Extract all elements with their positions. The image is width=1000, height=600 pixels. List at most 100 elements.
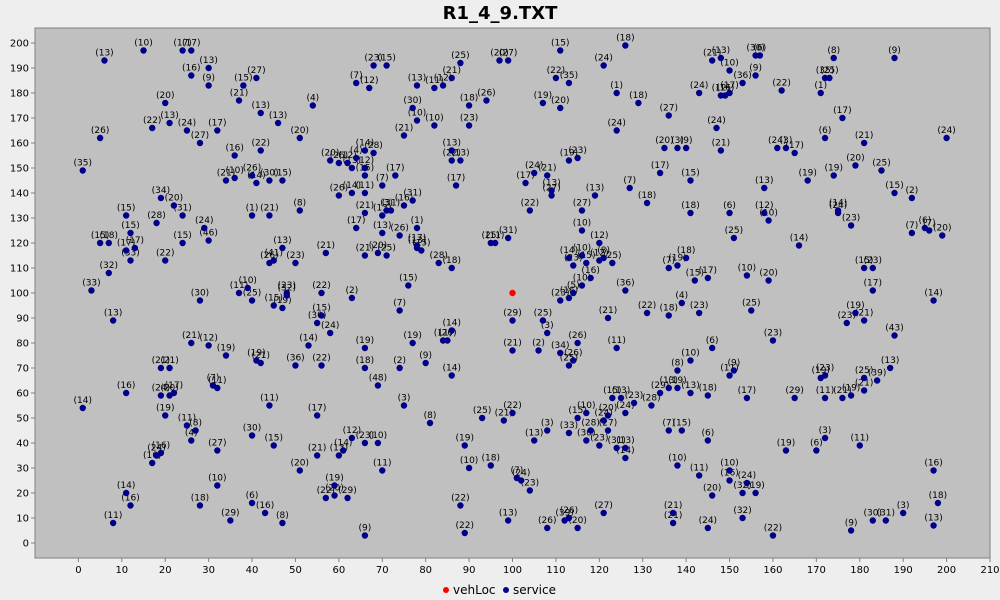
point-label: (29) bbox=[651, 381, 669, 391]
point-label: (30) bbox=[746, 44, 764, 54]
point-service bbox=[478, 414, 486, 422]
point-label: (18) bbox=[460, 94, 478, 104]
point-service bbox=[235, 289, 243, 297]
point-label: (12) bbox=[199, 334, 217, 344]
point-label: (4) bbox=[350, 146, 363, 156]
point-service bbox=[604, 314, 612, 322]
point-label: (12) bbox=[343, 426, 361, 436]
point-label: (25) bbox=[742, 299, 760, 309]
point-service bbox=[926, 227, 933, 234]
point-service bbox=[570, 262, 577, 269]
point-label: (24) bbox=[738, 471, 756, 481]
point-service bbox=[361, 189, 369, 197]
point-label: (18) bbox=[100, 231, 118, 241]
point-service bbox=[934, 499, 942, 507]
point-service bbox=[695, 309, 703, 317]
point-label: (24) bbox=[178, 119, 196, 129]
point-label: (24) bbox=[937, 126, 955, 136]
point-label: (27) bbox=[599, 419, 617, 429]
point-label: (6) bbox=[810, 439, 823, 449]
point-label: (25) bbox=[377, 244, 395, 254]
point-label: (7) bbox=[662, 419, 675, 429]
point-label: (13) bbox=[660, 376, 678, 386]
point-label: (21) bbox=[599, 306, 617, 316]
point-service bbox=[791, 394, 798, 402]
point-service bbox=[361, 532, 369, 539]
point-service bbox=[726, 67, 733, 74]
y-tick-label: 90 bbox=[16, 314, 29, 325]
point-service bbox=[504, 57, 512, 64]
point-label: (26) bbox=[568, 331, 586, 341]
point-service bbox=[448, 157, 455, 164]
point-service bbox=[409, 339, 416, 347]
point-label: (20) bbox=[369, 241, 387, 251]
point-label: (19) bbox=[846, 301, 864, 311]
point-service bbox=[648, 402, 655, 409]
point-label: (22) bbox=[547, 66, 565, 76]
point-service bbox=[127, 257, 134, 264]
point-service bbox=[340, 447, 347, 454]
x-tick-label: 160 bbox=[763, 565, 782, 576]
point-service bbox=[179, 47, 186, 54]
point-service bbox=[743, 479, 751, 487]
point-label: (14) bbox=[442, 364, 460, 374]
point-service bbox=[704, 392, 712, 399]
point-service bbox=[847, 392, 855, 399]
point-service bbox=[379, 467, 386, 474]
point-service bbox=[162, 412, 169, 419]
point-label: (11) bbox=[208, 376, 226, 386]
point-service bbox=[248, 212, 256, 219]
point-label: (2) bbox=[393, 356, 406, 366]
point-service bbox=[383, 252, 390, 259]
point-service bbox=[774, 144, 781, 152]
point-label: (30) bbox=[577, 429, 595, 439]
point-label: (32) bbox=[100, 261, 118, 271]
point-label: (14) bbox=[299, 334, 317, 344]
point-label: (21) bbox=[395, 124, 413, 134]
point-service bbox=[400, 202, 408, 209]
point-label: (19) bbox=[668, 254, 686, 264]
point-service bbox=[817, 89, 824, 97]
point-service bbox=[656, 169, 664, 177]
point-service bbox=[183, 422, 191, 429]
point-label: (12) bbox=[590, 249, 608, 259]
point-label: (1) bbox=[411, 216, 424, 226]
point-service bbox=[188, 339, 195, 347]
point-label: (11) bbox=[486, 231, 504, 241]
point-label: (24) bbox=[195, 216, 213, 226]
point-label: (18) bbox=[616, 34, 634, 44]
point-label: (12) bbox=[360, 76, 378, 86]
point-label: (23) bbox=[521, 479, 539, 489]
point-service bbox=[422, 359, 429, 367]
point-service bbox=[730, 367, 738, 374]
point-service bbox=[326, 329, 334, 337]
point-service bbox=[266, 177, 273, 184]
point-service bbox=[448, 74, 455, 82]
point-service bbox=[344, 159, 351, 167]
point-label: (8) bbox=[189, 419, 202, 429]
point-label: (17) bbox=[173, 39, 191, 49]
x-tick-label: 190 bbox=[894, 565, 913, 576]
point-label: (19) bbox=[842, 384, 860, 394]
point-label: (20) bbox=[933, 224, 951, 234]
point-service bbox=[830, 172, 837, 179]
point-service bbox=[522, 179, 529, 187]
point-label: (29) bbox=[503, 309, 521, 319]
point-service bbox=[765, 277, 772, 284]
point-service bbox=[544, 172, 551, 179]
point-label: (7) bbox=[510, 466, 523, 476]
point-label: (19) bbox=[217, 344, 235, 354]
point-label: (17) bbox=[447, 174, 465, 184]
point-service bbox=[465, 102, 473, 109]
point-label: (22) bbox=[503, 401, 521, 411]
point-label: (24) bbox=[525, 161, 543, 171]
x-tick-label: 70 bbox=[376, 565, 389, 576]
point-service bbox=[149, 124, 156, 132]
point-service bbox=[687, 357, 694, 364]
point-label: (19) bbox=[456, 434, 474, 444]
point-label: (36) bbox=[733, 71, 751, 81]
point-label: (11) bbox=[104, 511, 122, 521]
point-service bbox=[574, 339, 581, 347]
point-service bbox=[162, 99, 169, 107]
point-label: (27) bbox=[499, 49, 517, 59]
